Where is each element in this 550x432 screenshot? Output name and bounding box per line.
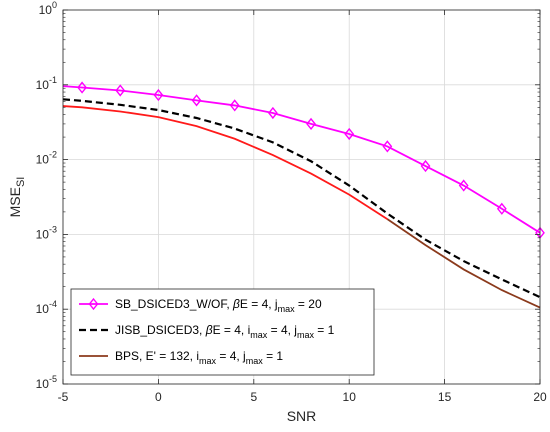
legend-label-part: BPS, E' = 132, i — [115, 349, 199, 363]
legend-label-part: max — [297, 330, 315, 340]
y-axis-label-main: MSE — [7, 187, 23, 217]
y-tick-label-exp: -5 — [49, 374, 57, 384]
y-tick-label: 100 — [39, 0, 57, 17]
legend-label-part: E = 4, j — [240, 297, 278, 311]
legend-label-part: β — [232, 297, 240, 311]
series-marker — [88, 297, 99, 311]
x-tick-label: 10 — [343, 390, 357, 404]
legend-label: BPS, E' = 132, imax = 4, jmax = 1 — [115, 349, 283, 366]
y-tick-label-exp: 0 — [52, 0, 57, 10]
legend-label-part: β — [205, 323, 213, 337]
legend-label-part: = 1 — [314, 323, 335, 337]
y-tick-label: 10-2 — [36, 150, 57, 167]
series-marker — [115, 84, 126, 97]
series-marker — [344, 127, 355, 141]
x-tick-label: 15 — [438, 390, 452, 404]
y-tick-label-base: 10 — [36, 302, 50, 316]
y-tick-label-exp: -3 — [49, 224, 57, 234]
legend-label-part: = 4, j — [216, 349, 246, 363]
legend-label-part: E = 4, i — [213, 323, 251, 337]
y-tick-label: 10-1 — [36, 75, 57, 92]
series-3 — [62, 105, 541, 309]
series-marker — [191, 94, 202, 107]
y-tick-label: 10-3 — [36, 224, 57, 241]
legend: SB_DSICED3_W/OF, βE = 4, jmax = 20JISB_D… — [70, 288, 375, 376]
series-marker — [382, 140, 393, 153]
legend-entry-2: JISB_DSICED3, βE = 4, imax = 4, jmax = 1 — [79, 323, 335, 340]
plot-frame — [62, 9, 541, 385]
legend-label-part: max — [250, 330, 268, 340]
y-tick-label-base: 10 — [36, 153, 50, 167]
series-marker — [306, 117, 316, 131]
series-line — [62, 105, 388, 220]
y-tick-label-exp: -1 — [49, 75, 57, 85]
legend-label-part: = 4, j — [267, 323, 297, 337]
series-marker — [229, 99, 240, 112]
y-tick-label-base: 10 — [39, 3, 53, 17]
y-tick-label-base: 10 — [36, 227, 50, 241]
x-axis-label: SNR — [287, 408, 317, 424]
series-2 — [62, 98, 541, 299]
y-tick-label-base: 10 — [36, 377, 50, 391]
series-marker — [496, 202, 507, 215]
x-tick-label: 5 — [250, 390, 257, 404]
series-layer — [62, 81, 545, 309]
legend-box — [70, 288, 375, 376]
y-tick-label-exp: -4 — [49, 299, 57, 309]
series-line — [62, 85, 541, 234]
series-marker — [420, 159, 431, 173]
legend-label-part: SB_DSICED3_W/OF, — [115, 297, 233, 311]
y-tick-label-base: 10 — [36, 78, 50, 92]
legend-entry-3: BPS, E' = 132, imax = 4, jmax = 1 — [79, 349, 283, 366]
series-marker — [153, 88, 164, 102]
x-tick-label: 0 — [155, 390, 162, 404]
y-axis-label: MSESI — [7, 177, 27, 218]
x-tick-label: -5 — [58, 390, 69, 404]
y-axis-label-sub: SI — [15, 177, 27, 187]
series-1 — [62, 81, 545, 239]
legend-label-part: max — [278, 304, 296, 314]
series-marker — [267, 106, 278, 120]
legend-label-part: = 1 — [263, 349, 284, 363]
series-line — [62, 98, 541, 299]
y-tick-label-exp: -2 — [49, 150, 57, 160]
legend-entry-1: SB_DSICED3_W/OF, βE = 4, jmax = 20 — [79, 297, 322, 314]
series-marker — [458, 179, 469, 192]
legend-label-part: JISB_DSICED3, — [115, 323, 206, 337]
x-tick-label: 20 — [533, 390, 547, 404]
legend-label: SB_DSICED3_W/OF, βE = 4, jmax = 20 — [115, 297, 322, 314]
legend-label-part: max — [246, 356, 264, 366]
y-tick-label: 10-5 — [36, 374, 57, 391]
series-marker — [77, 81, 87, 94]
legend-label-part: = 20 — [295, 297, 322, 311]
legend-label-part: max — [199, 356, 217, 366]
y-tick-label: 10-4 — [36, 299, 57, 316]
series-line-tail — [386, 218, 541, 309]
legend-label: JISB_DSICED3, βE = 4, imax = 4, jmax = 1 — [115, 323, 335, 340]
ticks — [62, 9, 541, 385]
